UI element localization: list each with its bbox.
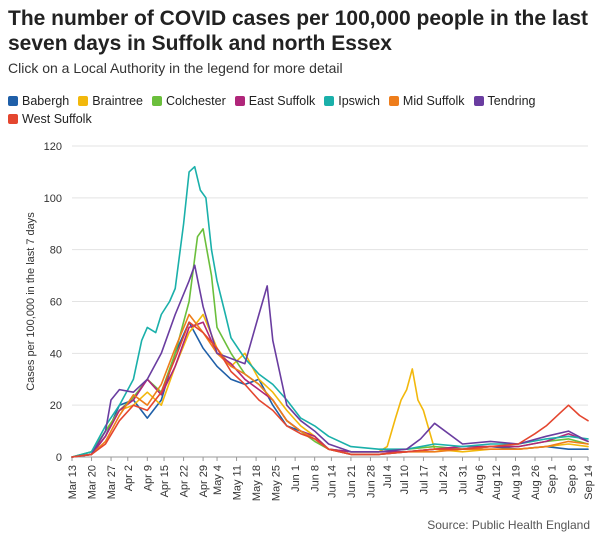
x-tick-label: May 4 — [212, 465, 224, 495]
x-tick-label: Jun 1 — [290, 465, 302, 492]
x-tick-label: Jun 8 — [310, 465, 322, 492]
legend-item-babergh[interactable]: Babergh — [8, 92, 69, 110]
series-line-braintree — [71, 313, 589, 458]
legend-swatch — [152, 96, 162, 106]
legend-label: Tendring — [487, 94, 536, 108]
y-axis-label: Cases per 100,000 in the last 7 days — [25, 212, 37, 391]
x-tick-label: Aug 26 — [530, 465, 542, 500]
x-tick-label: Mar 20 — [87, 465, 99, 499]
legend-label: Ipswich — [338, 94, 380, 108]
legend-item-mid-suffolk[interactable]: Mid Suffolk — [388, 92, 465, 110]
series-line-west-suffolk — [71, 321, 589, 458]
legend-label: East Suffolk — [248, 94, 316, 108]
x-tick-label: Jul 31 — [457, 465, 469, 494]
legend-item-east-suffolk[interactable]: East Suffolk — [234, 92, 316, 110]
y-tick-label: 40 — [50, 348, 62, 360]
x-tick-label: Apr 2 — [123, 465, 135, 491]
x-tick-label: Sep 14 — [583, 465, 595, 500]
chart-title: The number of COVID cases per 100,000 pe… — [8, 7, 589, 55]
y-tick-label: 20 — [50, 400, 62, 412]
legend-label: Mid Suffolk — [402, 94, 465, 108]
legend-label: West Suffolk — [22, 112, 92, 126]
legend-item-ipswich[interactable]: Ipswich — [324, 92, 380, 110]
y-tick-label: 80 — [50, 245, 62, 257]
y-tick-label: 120 — [44, 141, 62, 153]
x-tick-label: Jul 24 — [438, 465, 450, 494]
x-tick-label: Apr 22 — [179, 465, 191, 497]
x-tick-label: Jun 28 — [365, 465, 377, 498]
y-tick-label: 60 — [50, 297, 62, 309]
x-tick-label: Mar 13 — [67, 465, 79, 499]
chart-subtitle: Click on a Local Authority in the legend… — [8, 60, 343, 76]
legend-swatch — [473, 96, 484, 106]
x-tick-label: Sep 8 — [566, 465, 578, 494]
legend: Babergh Braintree Colchester East Suffolk Ip… — [8, 92, 588, 128]
legend-swatch — [388, 96, 399, 106]
legend-swatch — [324, 96, 335, 106]
x-tick-label: Mar 27 — [106, 465, 118, 499]
y-tick-label: 0 — [56, 452, 62, 464]
x-tick-label: Aug 6 — [474, 465, 486, 494]
legend-item-west-suffolk[interactable]: West Suffolk — [8, 110, 92, 128]
series-line-ipswich — [71, 165, 589, 458]
legend-item-colchester[interactable]: Colchester — [152, 92, 226, 110]
line-chart: 0 20 40 60 80 100 120 Mar 13 Mar 20 Mar 27 Apr 2 Ap… — [25, 141, 595, 501]
legend-swatch — [8, 96, 18, 106]
x-tick-label: Apr 29 — [198, 465, 210, 497]
x-tick-label: Apr 9 — [142, 465, 154, 491]
legend-swatch — [78, 96, 89, 106]
x-tick-label: May 11 — [232, 465, 244, 500]
legend-label: Braintree — [92, 94, 143, 108]
legend-label: Babergh — [22, 94, 70, 108]
x-tick-label: Jul 17 — [418, 465, 430, 494]
x-tick-label: Jul 10 — [399, 465, 411, 494]
legend-swatch — [8, 114, 18, 124]
x-tick-label: Apr 15 — [159, 465, 171, 497]
series-line-mid-suffolk — [71, 313, 589, 458]
x-tick-label: Aug 19 — [510, 465, 522, 500]
legend-swatch — [234, 96, 245, 106]
x-tick-label: Sep 1 — [547, 465, 559, 494]
x-tick-label: Aug 12 — [491, 465, 503, 500]
series-line-colchester — [71, 228, 589, 458]
source-note: Source: Public Health England — [427, 518, 590, 532]
y-tick-label: 100 — [44, 193, 62, 205]
x-tick-label: May 25 — [271, 465, 283, 501]
legend-item-braintree[interactable]: Braintree — [78, 92, 143, 110]
x-tick-label: Jun 21 — [346, 465, 358, 498]
x-tick-label: May 18 — [251, 465, 263, 501]
series-line-tendring — [71, 264, 589, 458]
x-tick-label: Jun 14 — [326, 465, 338, 498]
legend-item-tendring[interactable]: Tendring — [473, 92, 536, 110]
legend-label: Colchester — [166, 94, 226, 108]
x-tick-label: Jul 4 — [382, 465, 394, 488]
